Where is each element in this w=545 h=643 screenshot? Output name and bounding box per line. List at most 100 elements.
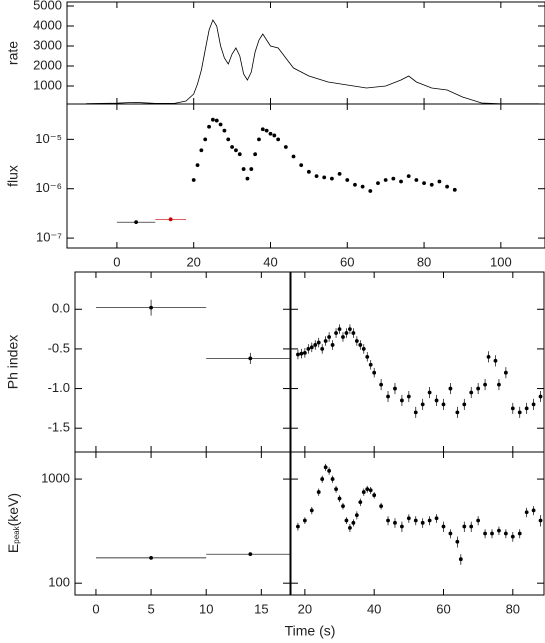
data-point	[455, 410, 460, 415]
y-axis-label-part: E	[5, 544, 21, 553]
data-point	[434, 516, 439, 521]
data-point	[490, 531, 494, 536]
panel-frame	[74, 271, 291, 453]
y-tick-label: 4000	[33, 17, 62, 32]
data-point	[306, 347, 311, 351]
data-point	[406, 174, 411, 179]
panel-frame	[290, 451, 545, 596]
data-point	[191, 178, 196, 182]
data-point	[313, 343, 318, 347]
y-tick-label: 1000	[33, 77, 62, 92]
x-tick-label: 0	[92, 601, 99, 616]
panel-frame	[74, 451, 291, 596]
x-tick-label: 40	[263, 254, 277, 269]
y-tick-label: 2000	[33, 57, 62, 72]
data-point	[383, 178, 388, 182]
plot-area	[116, 117, 457, 225]
data-point	[272, 133, 277, 138]
x-tick-label: 80	[417, 254, 431, 269]
data-point	[393, 386, 397, 391]
data-point	[291, 154, 296, 159]
data-point	[448, 531, 453, 536]
data-point	[406, 394, 411, 399]
data-point	[353, 182, 357, 187]
data-point	[414, 178, 419, 182]
data-point	[538, 518, 543, 523]
data-point	[441, 402, 446, 407]
data-point	[199, 148, 204, 153]
y-tick-label: 5000	[33, 0, 62, 12]
data-point	[429, 182, 434, 187]
y-tick-label: -0.5	[48, 340, 70, 355]
data-point	[360, 184, 365, 189]
data-point	[296, 524, 300, 529]
data-point	[316, 340, 321, 345]
data-point	[517, 410, 522, 415]
data-point	[393, 520, 397, 525]
data-point	[249, 167, 254, 171]
data-point	[365, 487, 370, 492]
data-point	[406, 516, 411, 521]
data-point	[422, 181, 426, 185]
x-tick-label: 10	[199, 601, 213, 616]
data-point	[299, 163, 304, 168]
x-tick-label: 20	[298, 601, 312, 616]
data-point	[386, 394, 390, 399]
x-tick-label: 0	[113, 254, 120, 269]
x-tick-label: 5	[147, 601, 154, 616]
data-point	[218, 122, 223, 127]
x-tick-label: 60	[436, 601, 450, 616]
data-point	[248, 356, 253, 361]
data-point	[448, 386, 453, 391]
data-point	[510, 534, 515, 539]
data-point	[420, 402, 425, 407]
data-point	[309, 345, 314, 350]
data-point	[455, 539, 460, 544]
data-point	[358, 343, 363, 347]
data-point	[195, 163, 200, 168]
y-axis-label-part: (keV)	[5, 493, 21, 526]
data-point	[210, 117, 215, 122]
data-point	[486, 354, 491, 359]
data-point	[372, 370, 377, 375]
data-point	[344, 518, 349, 523]
data-point	[168, 217, 173, 222]
data-point	[483, 382, 487, 387]
x-tick-label: 80	[506, 601, 520, 616]
data-point	[400, 398, 404, 403]
data-point	[524, 406, 529, 411]
panel-frame	[290, 271, 545, 453]
data-point	[517, 531, 522, 536]
data-point	[330, 176, 334, 181]
plot-area	[296, 324, 543, 418]
data-point	[420, 520, 425, 525]
data-point	[361, 347, 366, 351]
data-point	[413, 518, 418, 523]
data-point	[320, 477, 325, 481]
data-point	[427, 518, 432, 523]
data-point	[348, 327, 352, 331]
data-point	[372, 493, 377, 498]
data-point	[531, 402, 536, 407]
data-point	[434, 398, 439, 403]
y-axis-label: Ph index	[5, 335, 21, 389]
data-point	[207, 124, 211, 129]
data-point	[260, 127, 265, 132]
y-tick-label: 100	[48, 575, 70, 590]
data-point	[309, 508, 314, 513]
data-point	[379, 504, 384, 509]
data-point	[399, 179, 403, 184]
data-point	[437, 179, 442, 184]
data-point	[334, 487, 338, 492]
data-point	[134, 220, 139, 225]
data-point	[497, 528, 501, 533]
data-point	[365, 354, 370, 359]
data-point	[323, 339, 328, 343]
data-point	[361, 490, 366, 494]
data-point	[337, 327, 342, 331]
data-point	[306, 169, 311, 174]
data-point	[248, 552, 253, 557]
data-point	[462, 524, 467, 529]
data-point	[330, 477, 335, 481]
data-point	[268, 131, 273, 136]
